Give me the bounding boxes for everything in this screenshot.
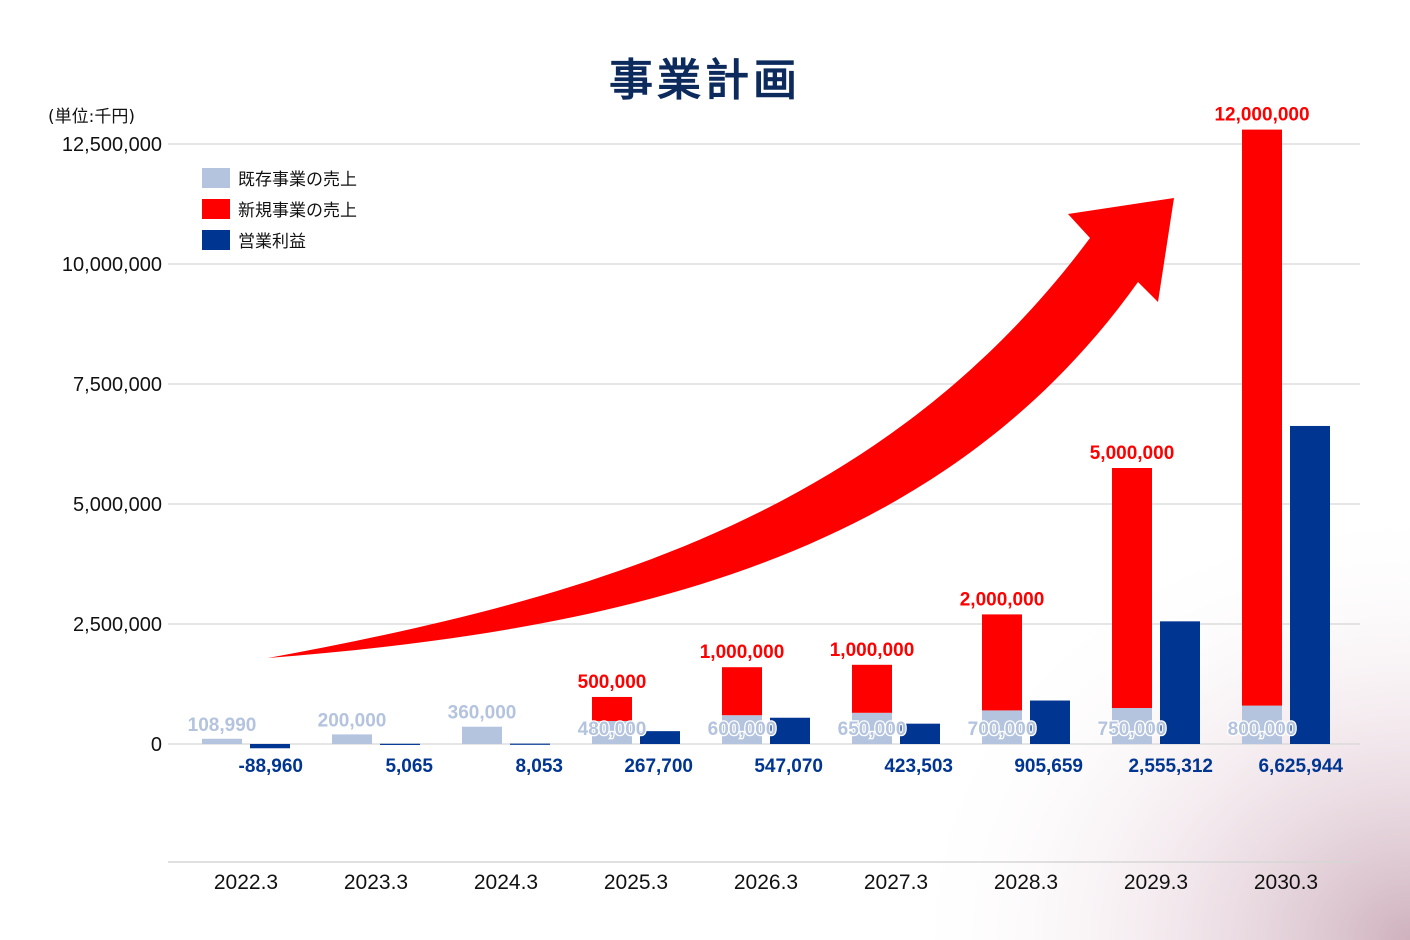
bar-existing-sales — [722, 715, 762, 744]
bar-operating-profit — [250, 744, 290, 749]
bar-operating-profit — [900, 723, 940, 744]
bar-existing-sales — [592, 720, 632, 744]
x-tick-label: 2024.3 — [474, 871, 538, 894]
bar-new-sales — [1112, 468, 1152, 708]
x-tick-label: 2030.3 — [1254, 871, 1318, 894]
bar-existing-sales — [202, 738, 242, 744]
bar-new-sales — [592, 696, 632, 721]
bar-operating-profit — [1290, 425, 1330, 744]
y-tick-label: 2,500,000 — [73, 614, 162, 636]
x-tick-label: 2029.3 — [1124, 871, 1188, 894]
legend-swatch-existing — [202, 167, 230, 188]
data-label-operating-profit: 423,503 — [884, 756, 953, 777]
bar-existing-sales — [462, 726, 502, 744]
legend-item-existing: 既存事業の売上 — [202, 162, 357, 193]
legend-label-new: 新規事業の売上 — [238, 201, 357, 221]
data-label-operating-profit: 267,700 — [624, 756, 693, 777]
data-label-existing-sales: 750,000 — [1098, 719, 1167, 740]
x-tick-label: 2022.3 — [214, 871, 278, 894]
x-tick-label: 2023.3 — [344, 871, 408, 894]
y-tick-label: 5,000,000 — [73, 494, 162, 516]
bar-existing-sales — [332, 734, 372, 744]
data-label-operating-profit: 5,065 — [385, 756, 433, 777]
bar-operating-profit — [1030, 700, 1070, 744]
chart-title: 事業計画 — [609, 55, 801, 106]
legend-swatch-profit — [202, 229, 230, 250]
data-label-operating-profit: 8,053 — [515, 756, 563, 777]
x-tick-label: 2027.3 — [864, 871, 928, 894]
bar-new-sales — [722, 667, 762, 716]
y-tick-label: 10,000,000 — [62, 254, 162, 276]
legend-label-profit: 営業利益 — [238, 232, 306, 252]
bar-new-sales — [852, 664, 892, 713]
data-label-new-sales: 500,000 — [578, 672, 647, 693]
data-label-operating-profit: 6,625,944 — [1258, 756, 1343, 777]
x-tick-label: 2025.3 — [604, 871, 668, 894]
data-label-operating-profit: 2,555,312 — [1128, 756, 1213, 777]
y-tick-label: 7,500,000 — [73, 374, 162, 396]
data-label-existing-sales: 800,000 — [1228, 719, 1297, 740]
legend-item-profit: 営業利益 — [202, 224, 357, 255]
bar-existing-sales — [1242, 705, 1282, 744]
data-label-existing-sales: 650,000 — [838, 719, 907, 740]
data-label-existing-sales: 200,000 — [318, 710, 387, 731]
data-label-existing-sales: 360,000 — [448, 703, 517, 724]
data-label-new-sales: 1,000,000 — [700, 642, 785, 663]
legend: 既存事業の売上 新規事業の売上 営業利益 — [202, 162, 357, 255]
x-tick-label: 2026.3 — [734, 871, 798, 894]
data-label-operating-profit: 905,659 — [1014, 756, 1083, 777]
bar-operating-profit — [770, 717, 810, 744]
bar-operating-profit — [380, 743, 420, 745]
bar-existing-sales — [982, 710, 1022, 744]
data-label-operating-profit: -88,960 — [239, 756, 303, 777]
data-label-existing-sales: 600,000 — [708, 719, 777, 740]
data-label-existing-sales: 480,000 — [578, 719, 647, 740]
data-label-operating-profit: 547,070 — [754, 756, 823, 777]
bar-operating-profit — [510, 743, 550, 745]
legend-swatch-new — [202, 198, 230, 219]
bar-operating-profit — [1160, 621, 1200, 744]
legend-item-new: 新規事業の売上 — [202, 193, 357, 224]
data-label-new-sales: 2,000,000 — [960, 589, 1045, 610]
data-label-existing-sales: 108,990 — [188, 715, 257, 736]
data-label-new-sales: 1,000,000 — [830, 640, 915, 661]
unit-label: (単位:千円) — [48, 107, 135, 127]
x-tick-label: 2028.3 — [994, 871, 1058, 894]
growth-arrow — [268, 198, 1174, 658]
bar-operating-profit — [640, 731, 680, 744]
bar-existing-sales — [1112, 708, 1152, 744]
bar-new-sales — [982, 614, 1022, 711]
y-tick-label: 12,500,000 — [62, 134, 162, 156]
legend-label-existing: 既存事業の売上 — [238, 170, 357, 190]
data-label-new-sales: 5,000,000 — [1090, 443, 1175, 464]
y-tick-label: 0 — [151, 734, 162, 756]
data-label-existing-sales: 700,000 — [968, 719, 1037, 740]
data-label-new-sales: 12,000,000 — [1214, 105, 1309, 126]
bar-new-sales — [1242, 129, 1282, 706]
bar-existing-sales — [852, 712, 892, 744]
